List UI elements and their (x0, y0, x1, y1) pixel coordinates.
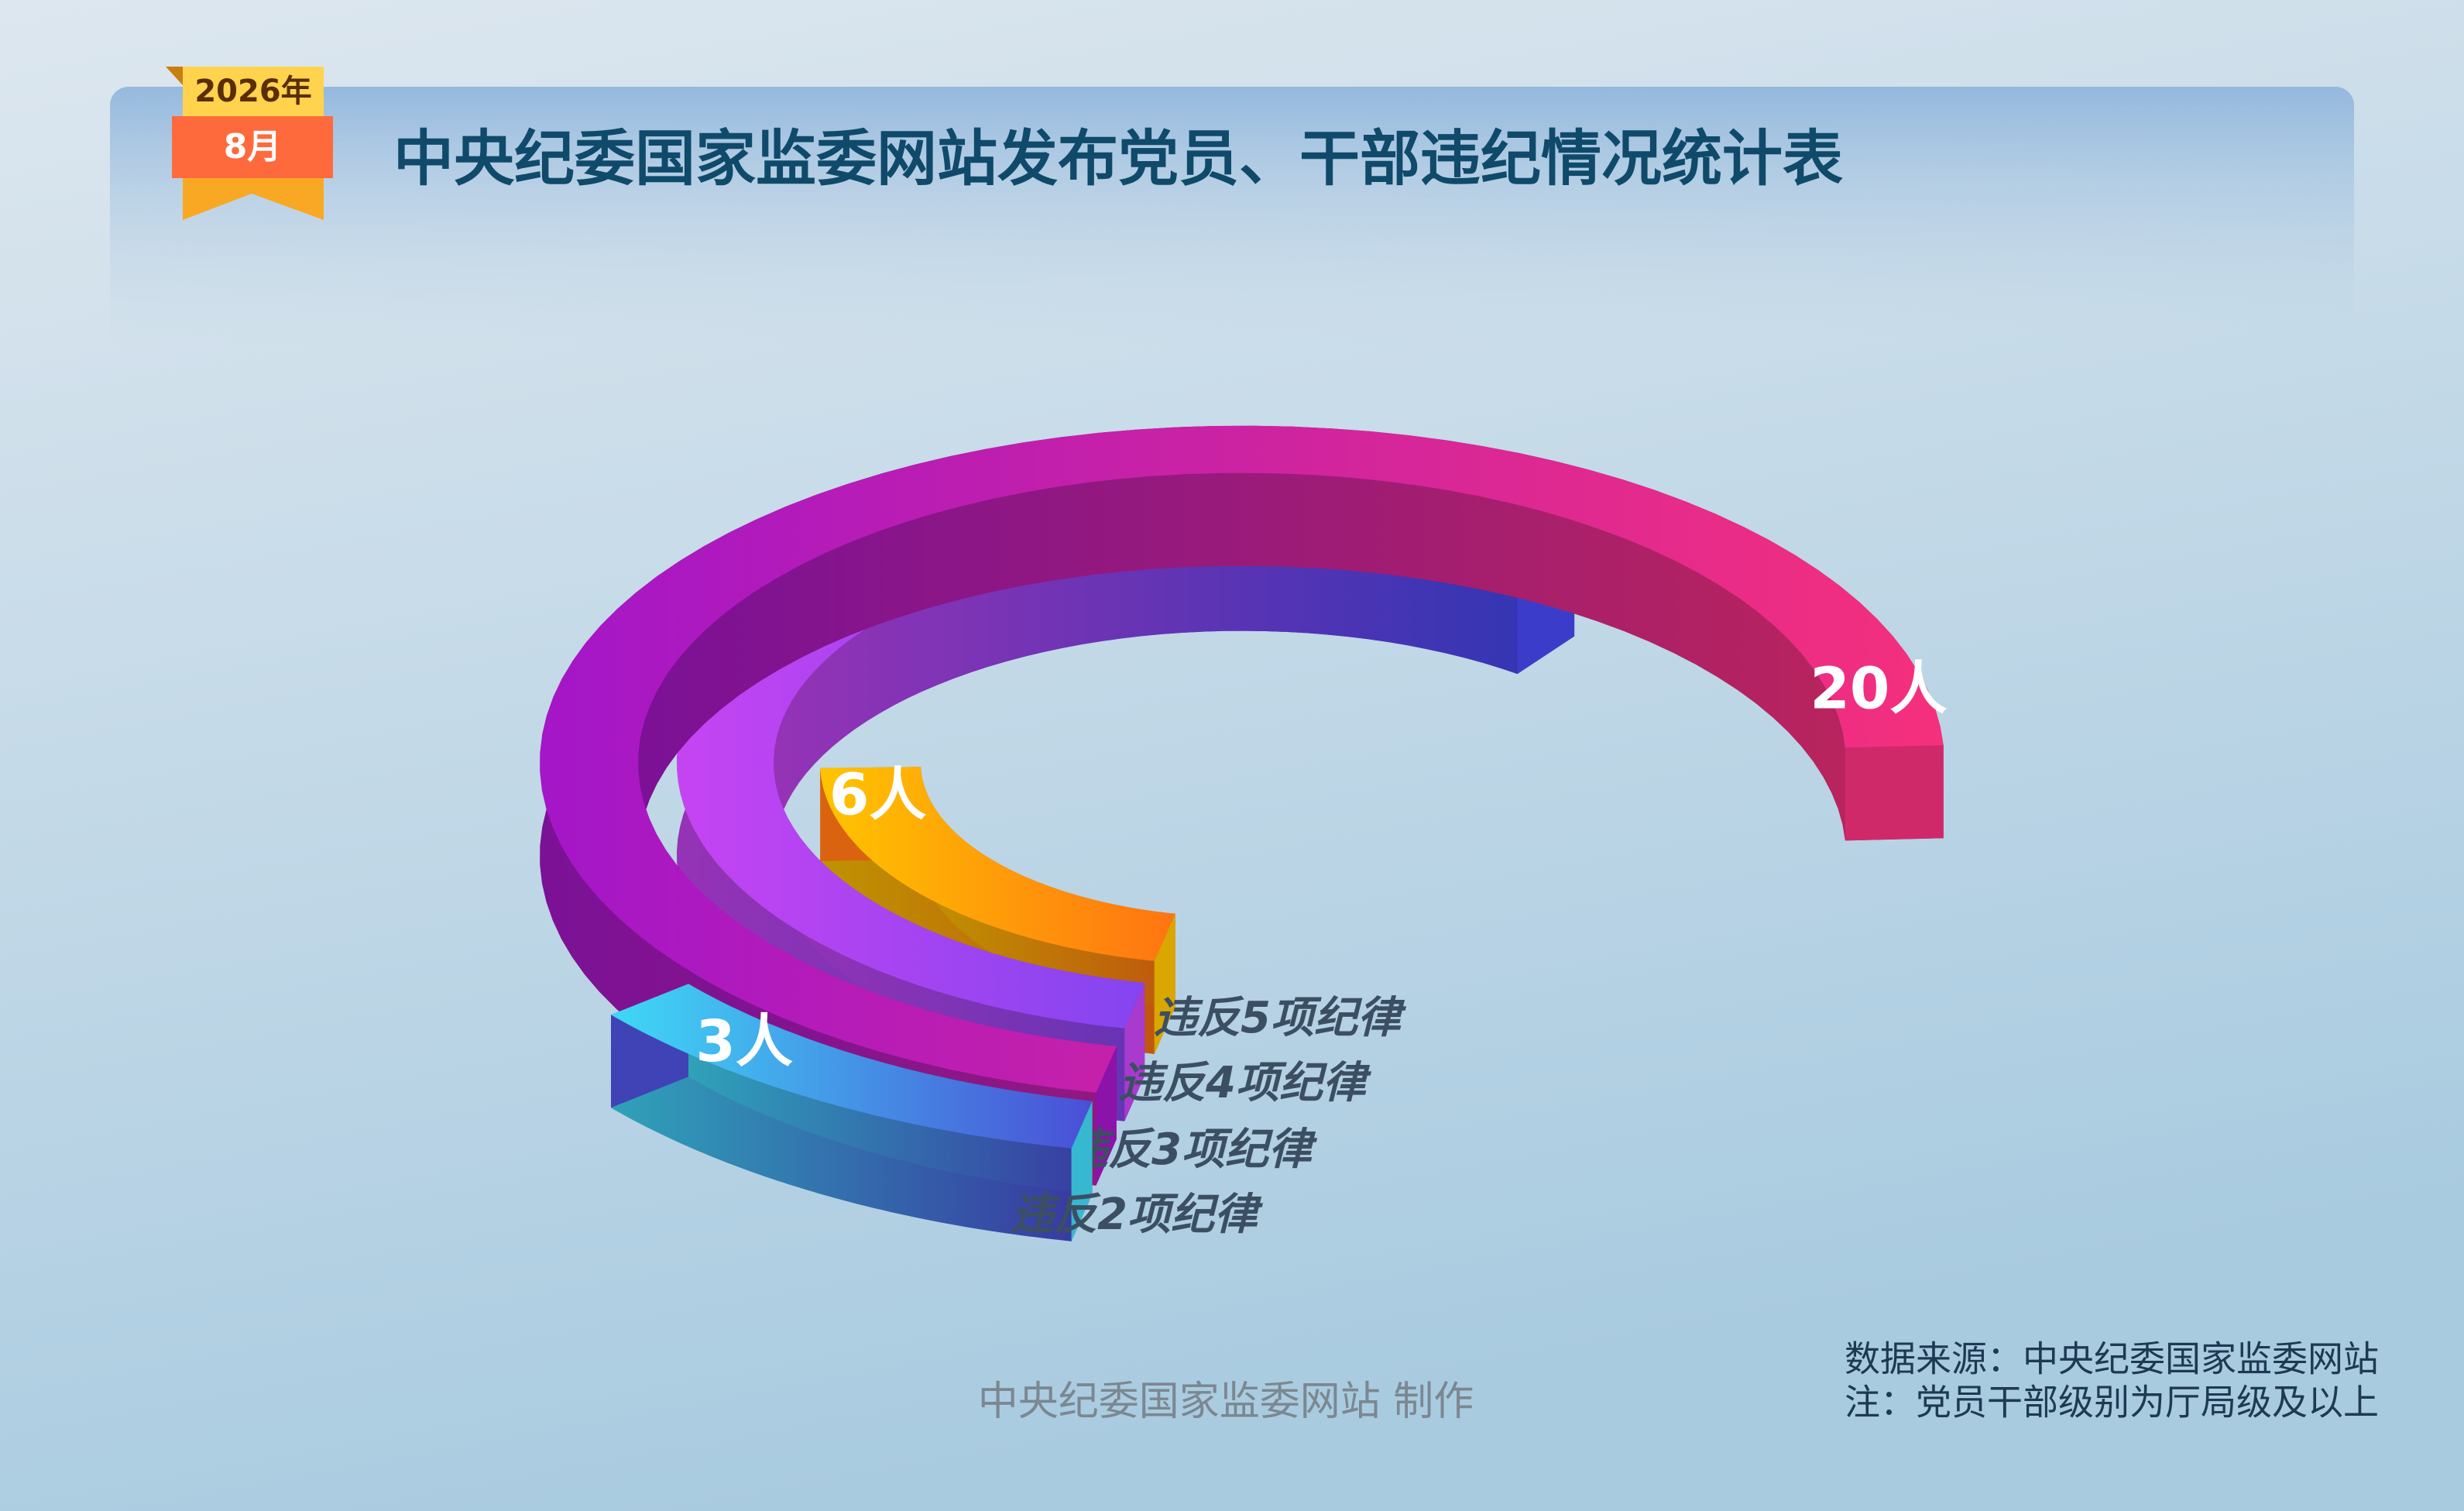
credit: 中央纪委国家监委网站 制作 (978, 1379, 1474, 1425)
radial-chart: 6人违反5项纪律16人违反4项纪律20人违反3项纪律3人违反2项纪律 (540, 425, 1947, 1241)
ring-end-cap (1154, 913, 1175, 1054)
category-label: 违反2项纪律 (1011, 1190, 1264, 1240)
ring (540, 425, 1944, 1186)
ring (611, 984, 1093, 1241)
date-badge: 2026年 8月 (166, 67, 333, 220)
value-label: 20人 (1810, 655, 1947, 722)
note: 注：党员干部级别为厅局级及以上 (1845, 1382, 2379, 1423)
year-box (183, 67, 324, 116)
source: 数据来源：中央纪委国家监委网站 (1845, 1338, 2379, 1380)
chart-title: 中央纪委国家监委网站发布党员、干部违纪情况统计表 (393, 124, 1843, 194)
badge-year: 2026年 (194, 74, 311, 109)
ring-end-cap (1124, 983, 1145, 1121)
title-panel (110, 87, 2354, 350)
ring-end-cap (1096, 1046, 1117, 1186)
value-label: 3人 (695, 1008, 793, 1075)
badge-month: 8月 (224, 127, 282, 167)
category-label: 违反5项纪律 (1154, 993, 1407, 1043)
ribbon-fold (166, 67, 183, 85)
value-label: 6人 (829, 761, 927, 828)
ribbon-tail (183, 178, 324, 220)
category-label: 违反3项纪律 (1065, 1125, 1318, 1175)
ring-bar (820, 767, 1175, 961)
ring-end-cap (1845, 745, 1944, 841)
ring-inner-wall (774, 537, 1518, 1077)
ring-end-cap (1071, 1101, 1093, 1241)
month-box (172, 116, 333, 178)
category-label: 违反4项纪律 (1119, 1058, 1372, 1108)
ring-bar (611, 984, 1093, 1149)
